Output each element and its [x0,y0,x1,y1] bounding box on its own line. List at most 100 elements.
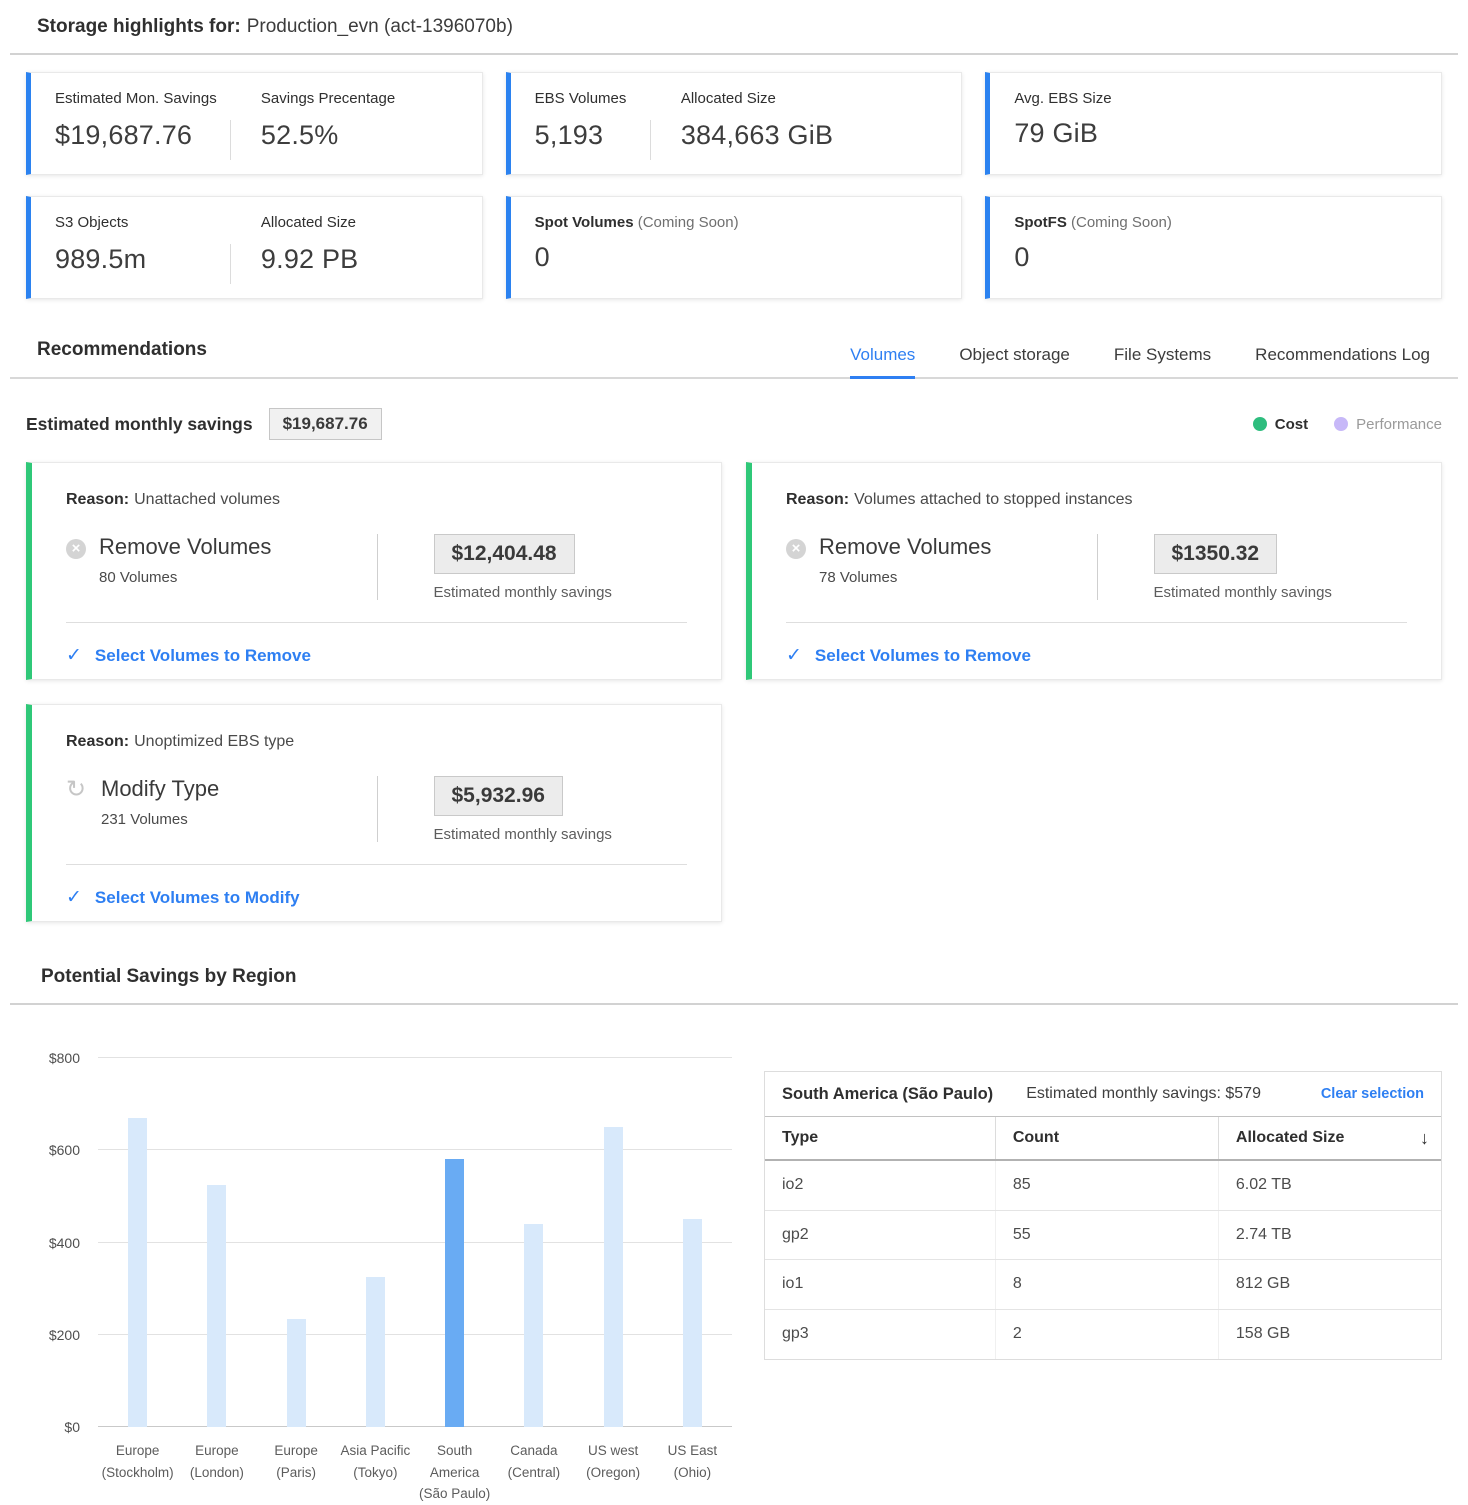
action-savings: $5,932.96 Estimated monthly savings [378,776,612,843]
savings-by-region-chart: $800 $600 $400 $200 $0 Europe (Stockholm) Euro… [26,1050,732,1505]
chart-bar-europe-paris[interactable] [286,1318,306,1427]
chart-bar-us-east-ohio[interactable] [682,1219,702,1427]
chart-bar-asia-pacific-tokyo[interactable] [365,1277,385,1427]
performance-dot-icon [1334,417,1349,431]
action-text: Modify Type 231 Volumes [101,776,219,843]
tab-volumes[interactable]: Volumes [850,345,916,379]
tab-recommendations-log[interactable]: Recommendations Log [1255,345,1430,364]
chart-gridline [98,1333,732,1335]
account-name: Production_evn (act-1396070b) [246,16,513,37]
modify-refresh-icon: ↻ [66,776,87,803]
recommendation-card-unattached-volumes: Reason: Unattached volumes × Remove Volum… [26,462,722,680]
sort-descending-icon[interactable]: ↓ [1419,1127,1429,1148]
monthly-savings-badge: $19,687.76 [268,408,382,440]
metric-value: 79 GiB [1014,118,1099,148]
metric-label: SpotFS (Coming Soon) [1014,214,1172,231]
reason-label: Reason: [66,491,130,508]
check-icon: ✓ [66,887,82,908]
chart-x-labels: Europe (Stockholm) Europe (London) Europe (Pa… [98,1440,732,1505]
action-volume-count: 78 Volumes [819,569,898,586]
legend: Cost Performance [1252,416,1442,433]
action-text: Remove Volumes 78 Volumes [819,534,991,601]
reason-label: Reason: [66,733,130,750]
action-row: × Remove Volumes 78 Volumes $1350.32 Est… [786,534,1407,601]
recommendation-card-unoptimized-ebs: Reason: Unoptimized EBS type ↻ Modify Typ… [26,704,722,922]
tab-object-storage[interactable]: Object storage [959,345,1070,364]
tab-file-systems[interactable]: File Systems [1113,345,1212,364]
chart-x-label: Europe (Paris) [274,1443,318,1480]
monthly-savings-row: Estimated monthly savings $19,687.76 Cos… [26,408,1442,440]
metric-divider [229,244,231,284]
reason-line: Reason: Volumes attached to stopped insta… [786,491,1407,509]
action-text: Remove Volumes 80 Volumes [99,534,271,601]
card-spot-volumes: Spot Volumes (Coming Soon) 0 [505,196,963,299]
coming-soon-note: (Coming Soon) [1071,214,1172,231]
chart-bar-slot [494,1058,573,1427]
metric-ebs-allocated-size: Allocated Size 384,663 GiB [651,90,961,174]
card-divider [786,622,1407,623]
page-title: Storage highlights for: Production_evn (a… [0,16,1468,38]
legend-cost[interactable]: Cost [1252,416,1308,433]
cell-allocated-size: 6.02 TB [1217,1161,1441,1210]
cell-count: 2 [994,1309,1218,1359]
legend-performance[interactable]: Performance [1334,416,1442,433]
reason-line: Reason: Unoptimized EBS type [66,733,687,751]
card-s3-objects: S3 Objects 989.5m Allocated Size 9.92 PB [26,196,483,299]
action-row: × Remove Volumes 80 Volumes $12,404.48 E… [66,534,687,601]
metric-value: 5,193 [534,120,604,150]
action-savings: $1350.32 Estimated monthly savings [1098,534,1332,601]
chart-gridline [98,1426,732,1427]
cell-count: 55 [994,1210,1218,1259]
chart-bar-europe-london[interactable] [207,1184,227,1427]
chart-bar-slot [177,1058,256,1427]
monthly-savings-label: Estimated monthly savings [26,413,253,434]
metric-label: EBS Volumes [534,90,627,107]
select-volumes-to-remove-link[interactable]: ✓ Select Volumes to Remove [786,623,1407,688]
metric-s3-objects: S3 Objects 989.5m [55,214,230,298]
recommendation-cards: Reason: Unattached volumes × Remove Volum… [26,462,1442,922]
chart-y-tick: $200 [48,1326,80,1343]
action-savings: $12,404.48 Estimated monthly savings [378,534,612,601]
metric-avg-ebs-size: Avg. EBS Size 79 GiB [1014,90,1111,174]
action-divider [376,534,378,600]
chart-bar-canada-central[interactable] [524,1224,544,1427]
metric-label-bold: SpotFS [1014,214,1067,231]
clear-selection-link[interactable]: Clear selection [1320,1086,1424,1102]
card-estimated-savings: Estimated Mon. Savings $19,687.76 Saving… [26,72,483,175]
link-label: Select Volumes to Remove [94,645,311,665]
metric-label: Allocated Size [680,90,776,107]
select-volumes-to-remove-link[interactable]: ✓ Select Volumes to Remove [66,623,687,688]
table-row: io2 85 6.02 TB [765,1161,1441,1211]
cell-allocated-size: 158 GB [1217,1309,1441,1359]
select-volumes-to-modify-link[interactable]: ✓ Select Volumes to Modify [66,865,687,930]
chart-bar-us-west-oregon[interactable] [603,1127,623,1427]
action-title: Remove Volumes [99,534,272,559]
highlight-cards: Estimated Mon. Savings $19,687.76 Saving… [26,72,1442,299]
chart-x-label: Asia Pacific (Tokyo) [340,1443,411,1480]
chart-bar-europe-stockholm[interactable] [128,1117,148,1427]
column-header-count[interactable]: Count [994,1117,1218,1159]
card-avg-ebs-size: Avg. EBS Size 79 GiB [985,72,1442,175]
chart-bar-slot [574,1058,653,1427]
card-spotfs: SpotFS (Coming Soon) 0 [985,196,1442,299]
chart-bar-slot [336,1058,415,1427]
reason-text: Unattached volumes [134,491,280,508]
metric-value: 9.92 PB [260,244,359,274]
action-row: ↻ Modify Type 231 Volumes $5,932.96 Esti… [66,776,687,843]
chart-bar-south-america-são-paulo[interactable] [445,1159,465,1427]
column-header-allocated-size[interactable]: Allocated Size ↓ [1217,1117,1441,1159]
chart-y-tick: $800 [48,1050,80,1066]
link-label: Select Volumes to Remove [814,645,1031,665]
metric-s3-allocated-size: Allocated Size 9.92 PB [231,214,482,298]
chart-y-tick: $400 [48,1234,80,1251]
table-row: gp2 55 2.74 TB [765,1210,1441,1260]
metric-value: $19,687.76 [55,120,193,150]
chart-x-label: US west (Oregon) [586,1443,641,1480]
metric-value: 989.5m [55,244,147,274]
chart-gridline [98,1149,732,1151]
check-icon: ✓ [66,645,82,666]
column-header-type[interactable]: Type [782,1129,819,1146]
metric-savings-percentage: Savings Precentage 52.5% [231,90,482,174]
chart-bar-slot [98,1058,177,1427]
